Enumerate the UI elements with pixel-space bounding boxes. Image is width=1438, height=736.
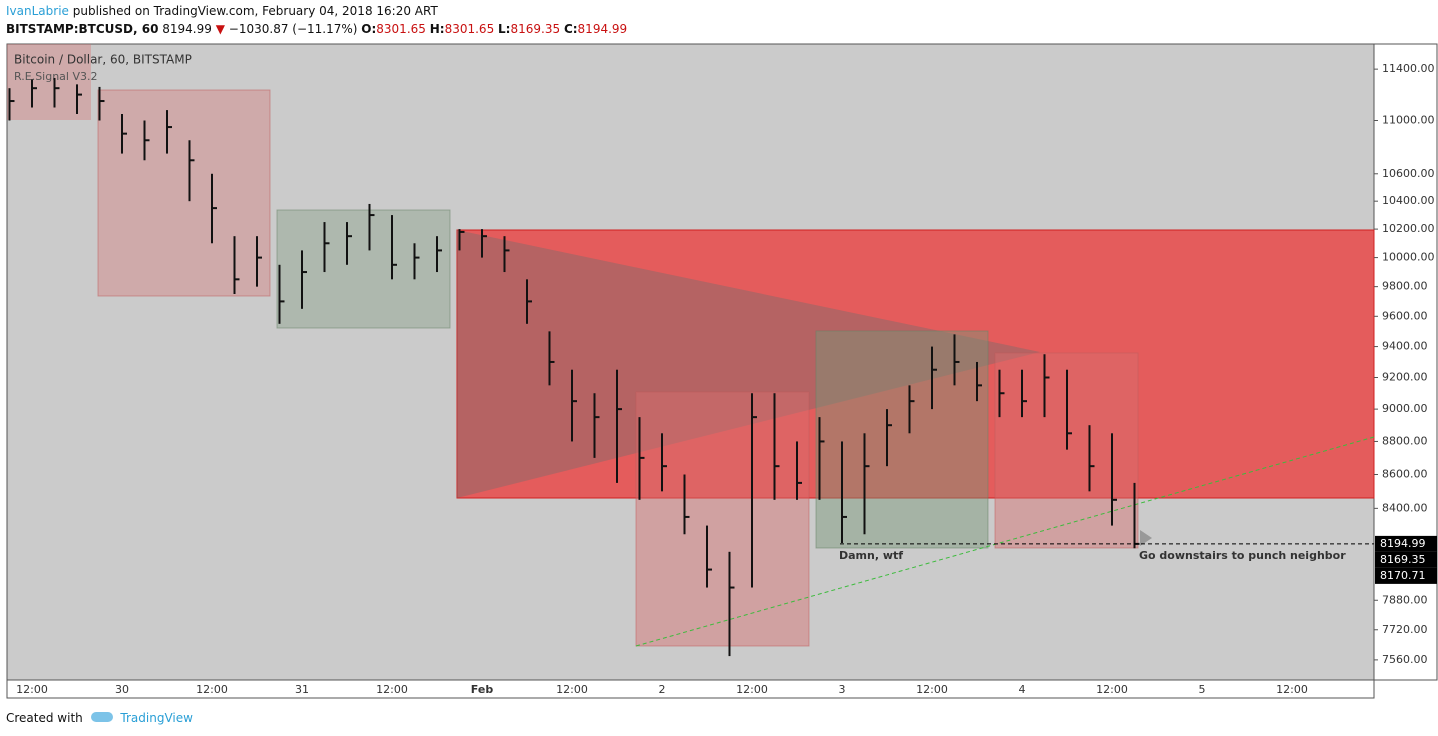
price-label: 8194.99 (1380, 537, 1426, 550)
trendline (635, 436, 1375, 647)
arrow: ▼ (215, 22, 225, 36)
low: 8169.35 (510, 22, 561, 36)
quote-line: BITSTAMP:BTCUSD, 60 8194.99 ▼ −1030.87 (… (6, 22, 627, 36)
x-tick-label: 2 (659, 683, 666, 696)
open: 8301.65 (376, 22, 426, 36)
y-tick-label: 8800.00 (1382, 434, 1428, 447)
footer: Created with TradingView (6, 711, 193, 725)
zone (456, 229, 1375, 499)
price-label: 8170.71 (1380, 569, 1426, 582)
symbol: BITSTAMP:BTCUSD, 60 (6, 22, 159, 36)
x-tick-label: 12:00 (736, 683, 768, 696)
y-tick-label: 7560.00 (1382, 653, 1428, 666)
y-tick-label: 8600.00 (1382, 468, 1428, 481)
x-tick-label: 5 (1199, 683, 1206, 696)
x-tick-label: 12:00 (16, 683, 48, 696)
time-axis (6, 679, 1375, 699)
high: 8301.65 (444, 22, 495, 36)
y-tick-label: 9000.00 (1382, 402, 1428, 415)
footer-created: Created with (6, 711, 83, 725)
price-label-box (1375, 567, 1437, 584)
close: 8194.99 (577, 22, 628, 36)
marker (1140, 530, 1152, 546)
o-label: O: (361, 22, 377, 36)
y-tick-label: 11400.00 (1382, 62, 1435, 75)
legend-indicator: R.E.Signal V3.2 (14, 70, 98, 83)
change: −1030.87 (−11.17%) (228, 22, 358, 36)
x-tick-label: 30 (115, 683, 129, 696)
annotation: Go downstairs to punch neighbor (1139, 549, 1346, 562)
y-tick-label: 7880.00 (1382, 593, 1428, 606)
zone (635, 391, 810, 647)
y-tick-label: 9600.00 (1382, 309, 1428, 322)
y-tick-label: 10600.00 (1382, 167, 1435, 180)
triangle (457, 230, 1040, 498)
header-line: IvanLabrie published on TradingView.com,… (6, 4, 438, 18)
legend-instrument: Bitcoin / Dollar, 60, BITSTAMP (14, 53, 192, 67)
x-tick-label: 12:00 (1276, 683, 1308, 696)
zone (276, 209, 451, 329)
y-tick-label: 9800.00 (1382, 280, 1428, 293)
price-label-box (1375, 535, 1437, 552)
price-label-box (1375, 551, 1437, 568)
zone (815, 330, 989, 549)
x-tick-label: 31 (295, 683, 309, 696)
chart: Bitcoin / Dollar, 60, BITSTAMP R.E.Signa… (6, 43, 1438, 699)
x-tick-label: 4 (1019, 683, 1026, 696)
x-tick-label: 12:00 (1096, 683, 1128, 696)
x-tick-label: Feb (471, 683, 494, 696)
y-tick-label: 8400.00 (1382, 501, 1428, 514)
h-label: H: (429, 22, 445, 36)
y-tick-label: 11000.00 (1382, 114, 1435, 127)
footer-brand[interactable]: TradingView (120, 711, 193, 725)
y-tick-label: 9400.00 (1382, 340, 1428, 353)
zone (97, 89, 271, 297)
price-axis (1373, 43, 1438, 681)
last: 8194.99 (162, 22, 212, 36)
logo (90, 712, 113, 722)
x-tick-label: 12:00 (196, 683, 228, 696)
y-tick-label: 7720.00 (1382, 623, 1428, 636)
annotation: Damn, wtf (839, 549, 903, 562)
x-tick-label: 12:00 (916, 683, 948, 696)
author: IvanLabrie (6, 4, 69, 18)
l-label: L: (498, 22, 511, 36)
y-tick-label: 9200.00 (1382, 371, 1428, 384)
y-tick-label: 10400.00 (1382, 194, 1435, 207)
x-tick-label: 3 (839, 683, 846, 696)
published: published on TradingView.com, February 0… (72, 4, 438, 18)
c-label: C: (563, 22, 578, 36)
price-label: 8169.35 (1380, 553, 1426, 566)
y-tick-label: 10200.00 (1382, 222, 1435, 235)
y-tick-label: 10000.00 (1382, 251, 1435, 264)
x-tick-label: 12:00 (556, 683, 588, 696)
x-tick-label: 12:00 (376, 683, 408, 696)
